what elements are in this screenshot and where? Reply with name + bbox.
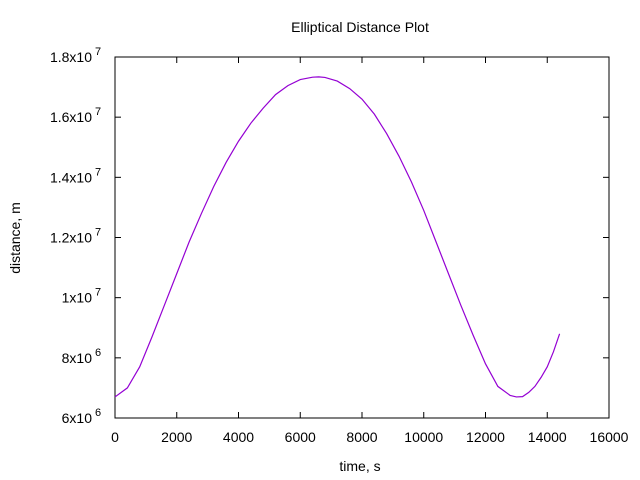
y-tick-label: 1.8x10: [50, 49, 92, 65]
y-tick-label: 1.6x10: [50, 109, 92, 125]
x-tick-label: 8000: [346, 429, 377, 445]
y-tick-exponent: 7: [95, 227, 101, 239]
y-tick-exponent: 6: [95, 347, 101, 359]
x-tick-label: 4000: [223, 429, 254, 445]
y-tick-exponent: 7: [95, 287, 101, 299]
y-tick-label: 1.2x10: [50, 230, 92, 246]
y-tick-exponent: 7: [95, 46, 101, 58]
x-tick-label: 10000: [404, 429, 443, 445]
x-axis-ticks: 0 2000 4000 6000 8000 10000 12000 14000 16000: [111, 57, 629, 445]
y-tick-label: 1.4x10: [50, 169, 92, 185]
y-tick-exponent: 6: [95, 407, 101, 419]
y-axis-label: distance, m: [7, 202, 23, 274]
chart-title: Elliptical Distance Plot: [291, 19, 429, 35]
x-tick-label: 16000: [590, 429, 629, 445]
y-tick-label: 1x10: [62, 290, 93, 306]
x-tick-label: 0: [111, 429, 119, 445]
x-tick-label: 12000: [466, 429, 505, 445]
y-tick-label: 8x10: [62, 350, 93, 366]
plot-frame: [114, 56, 610, 419]
x-tick-label: 14000: [528, 429, 567, 445]
x-axis-label: time, s: [339, 458, 380, 474]
y-tick-label: 6x10: [62, 410, 93, 426]
y-tick-exponent: 7: [95, 166, 101, 178]
y-tick-exponent: 7: [95, 106, 101, 118]
x-tick-label: 2000: [161, 429, 192, 445]
distance-series-line: [114, 76, 561, 398]
x-tick-label: 6000: [285, 429, 316, 445]
